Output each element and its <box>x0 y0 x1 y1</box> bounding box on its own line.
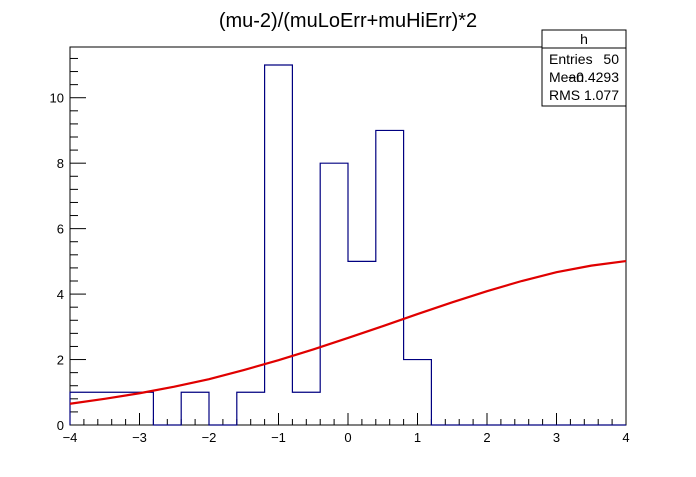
x-tick-label: 0 <box>344 430 351 445</box>
histogram-bin <box>376 130 404 425</box>
x-tick-label: −2 <box>202 430 217 445</box>
stats-box-frame <box>541 29 627 107</box>
stats-entries-value: 50 <box>603 51 619 67</box>
chart-title: (mu-2)/(muLoErr+muHiErr)*2 <box>219 10 477 32</box>
histogram-bin <box>265 65 293 425</box>
x-tick-label: −3 <box>132 430 147 445</box>
x-tick-label: 1 <box>414 430 421 445</box>
y-tick-label: 10 <box>50 91 64 106</box>
histogram-outline <box>69 64 626 426</box>
fit-curve <box>69 259 627 405</box>
histogram-bin <box>348 261 376 425</box>
y-tick-label: 6 <box>57 222 64 237</box>
stats-mean-value: −0.4293 <box>568 69 619 85</box>
histogram-bin <box>320 163 348 425</box>
stats-mean-label: Mean <box>549 69 584 85</box>
fit-curve-layer <box>69 259 627 405</box>
y-tick-label: 0 <box>57 418 64 433</box>
stats-rms-label: RMS <box>549 87 580 103</box>
stats-box-title: h <box>580 31 588 47</box>
axis-ticks-layer: −4 −3 −2 −1 0 1 2 3 4 0 2 4 6 8 10 <box>50 57 630 445</box>
x-tick-label: −4 <box>63 430 78 445</box>
histogram-layer <box>69 64 626 426</box>
y-tick-label: 8 <box>57 156 64 171</box>
y-tick-label: 4 <box>57 287 64 302</box>
x-tick-label: 3 <box>553 430 560 445</box>
x-tick-label: 2 <box>483 430 490 445</box>
x-tick-label: 4 <box>622 430 629 445</box>
stats-box: h Entries 50 Mean −0.4293 RMS 1.077 <box>541 29 627 107</box>
stats-entries-label: Entries <box>549 51 593 67</box>
y-tick-label: 2 <box>57 353 64 368</box>
x-tick-label: −1 <box>271 430 286 445</box>
stats-rms-value: 1.077 <box>584 87 619 103</box>
